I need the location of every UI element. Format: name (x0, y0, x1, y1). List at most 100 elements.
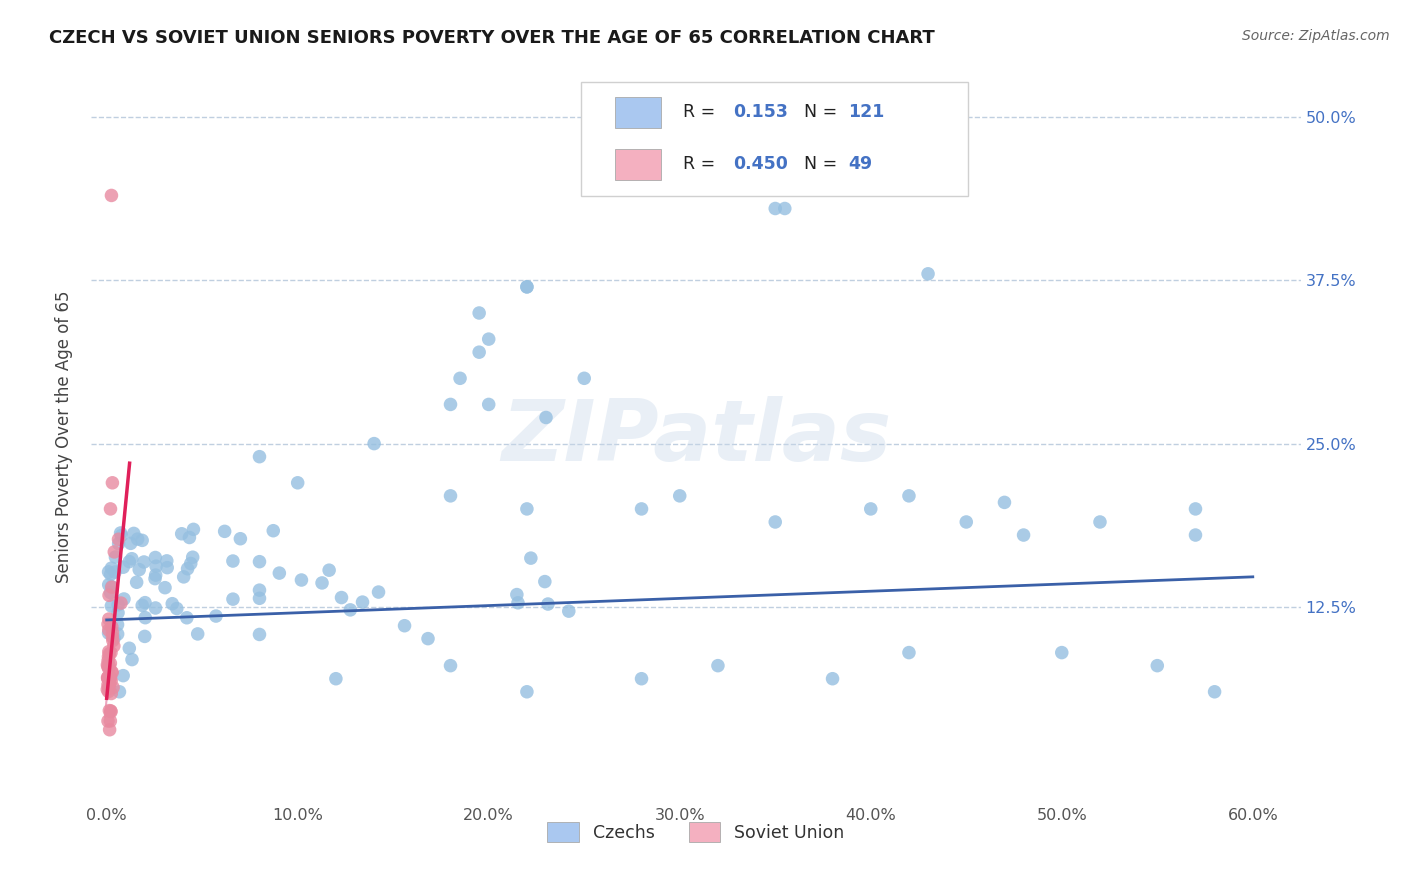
Point (121, 652, 143, 666)
Point (187, 627, 209, 641)
Text: R =: R = (683, 103, 720, 121)
Point (112, 668, 135, 682)
Point (98, 678, 121, 692)
Point (630, 502, 652, 516)
Text: R =: R = (683, 155, 720, 173)
Point (104, 550, 127, 565)
Point (134, 629, 156, 643)
Point (97, 578, 120, 592)
Point (478, 397, 501, 411)
Point (287, 475, 309, 490)
Point (98, 704, 121, 718)
Point (96, 657, 118, 672)
Point (367, 585, 389, 599)
Point (311, 576, 333, 591)
Point (1050, 646, 1073, 660)
Point (249, 591, 271, 606)
Point (104, 565, 127, 579)
Point (101, 475, 124, 490)
Point (100, 705, 122, 719)
Point (166, 601, 188, 615)
Point (101, 630, 124, 644)
Point (112, 592, 135, 607)
Point (97, 617, 120, 632)
Point (1012, 528, 1035, 542)
Point (145, 559, 167, 574)
Point (290, 573, 312, 587)
Point (534, 410, 557, 425)
Point (1184, 528, 1206, 542)
Point (97, 670, 120, 684)
Point (558, 604, 581, 618)
Point (352, 595, 374, 609)
Point (249, 555, 271, 569)
Point (145, 601, 167, 615)
Point (955, 515, 977, 529)
Point (394, 618, 416, 632)
Point (107, 606, 129, 620)
Point (97, 684, 120, 698)
Point (98, 672, 121, 686)
Point (108, 685, 131, 699)
Point (100, 585, 122, 599)
Point (773, 202, 796, 216)
Point (103, 545, 125, 559)
Point (100, 673, 122, 688)
Point (98, 670, 121, 684)
Point (516, 685, 538, 699)
Point (249, 583, 271, 598)
Point (97, 626, 120, 640)
Point (176, 562, 198, 576)
Point (897, 489, 920, 503)
Point (110, 528, 132, 542)
Point (249, 627, 271, 641)
Point (100, 561, 122, 575)
Point (98, 723, 121, 737)
Point (128, 563, 150, 577)
Point (668, 489, 690, 503)
Point (125, 575, 148, 590)
Text: 0.450: 0.450 (734, 155, 789, 173)
FancyBboxPatch shape (614, 97, 661, 128)
Point (97, 623, 120, 637)
Point (103, 631, 125, 645)
Point (100, 188, 122, 202)
Point (416, 632, 439, 646)
Point (229, 532, 252, 546)
Point (173, 570, 195, 584)
Text: ZIPatlas: ZIPatlas (501, 395, 891, 479)
Text: 121: 121 (848, 103, 884, 121)
Point (468, 306, 491, 320)
Point (183, 522, 205, 536)
Legend: Czechs, Soviet Union: Czechs, Soviet Union (540, 815, 852, 849)
Point (101, 580, 124, 594)
Point (439, 489, 461, 503)
Text: N =: N = (804, 103, 842, 121)
Point (100, 704, 122, 718)
Point (707, 658, 730, 673)
Point (98, 714, 121, 728)
Point (112, 560, 135, 574)
Point (222, 592, 245, 607)
Point (96, 682, 118, 697)
Point (1088, 515, 1111, 529)
Point (478, 332, 501, 346)
Point (269, 566, 291, 580)
Point (98, 588, 121, 602)
Point (100, 686, 122, 700)
Point (439, 397, 461, 411)
Point (520, 551, 543, 566)
Point (917, 267, 939, 281)
Point (145, 568, 167, 582)
Point (318, 563, 340, 577)
Point (100, 567, 122, 582)
FancyBboxPatch shape (614, 149, 661, 179)
Point (330, 591, 353, 605)
Point (1184, 502, 1206, 516)
Point (897, 646, 920, 660)
Point (127, 532, 149, 546)
Point (107, 617, 129, 632)
Point (118, 641, 141, 656)
Point (181, 550, 204, 565)
Point (100, 580, 122, 594)
